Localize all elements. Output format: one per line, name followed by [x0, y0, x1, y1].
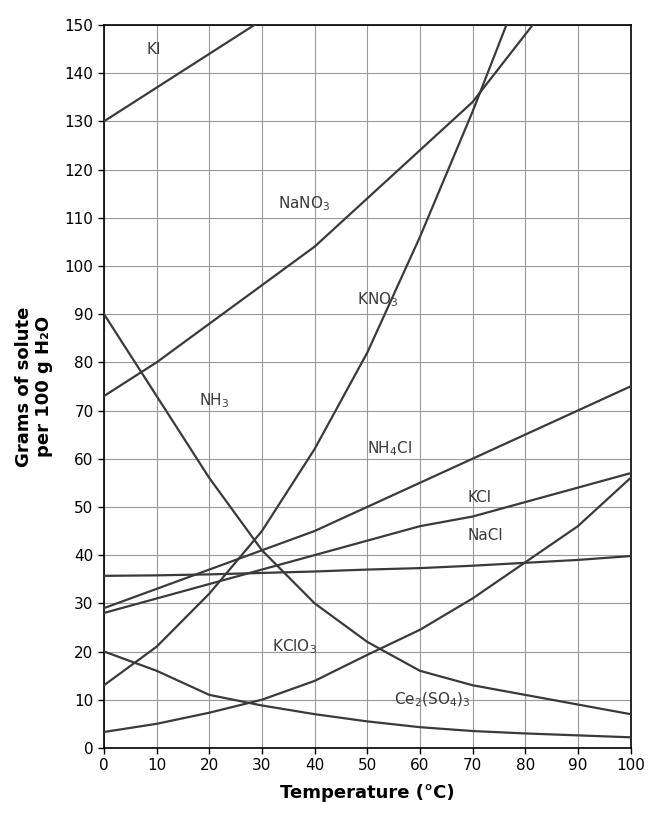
Text: NH$_4$Cl: NH$_4$Cl	[367, 440, 413, 459]
Text: KI: KI	[146, 42, 161, 57]
Text: NaCl: NaCl	[467, 529, 503, 543]
Text: KNO$_3$: KNO$_3$	[357, 290, 398, 309]
Text: NaNO$_3$: NaNO$_3$	[278, 194, 330, 213]
Y-axis label: Grams of solute
per 100 g H₂O: Grams of solute per 100 g H₂O	[15, 307, 53, 466]
Text: KClO$_3$: KClO$_3$	[272, 637, 317, 656]
Text: KCl: KCl	[467, 489, 491, 504]
Text: NH$_3$: NH$_3$	[199, 391, 229, 411]
X-axis label: Temperature (°C): Temperature (°C)	[280, 784, 454, 803]
Text: Ce$_2$(SO$_4$)$_3$: Ce$_2$(SO$_4$)$_3$	[393, 691, 470, 709]
